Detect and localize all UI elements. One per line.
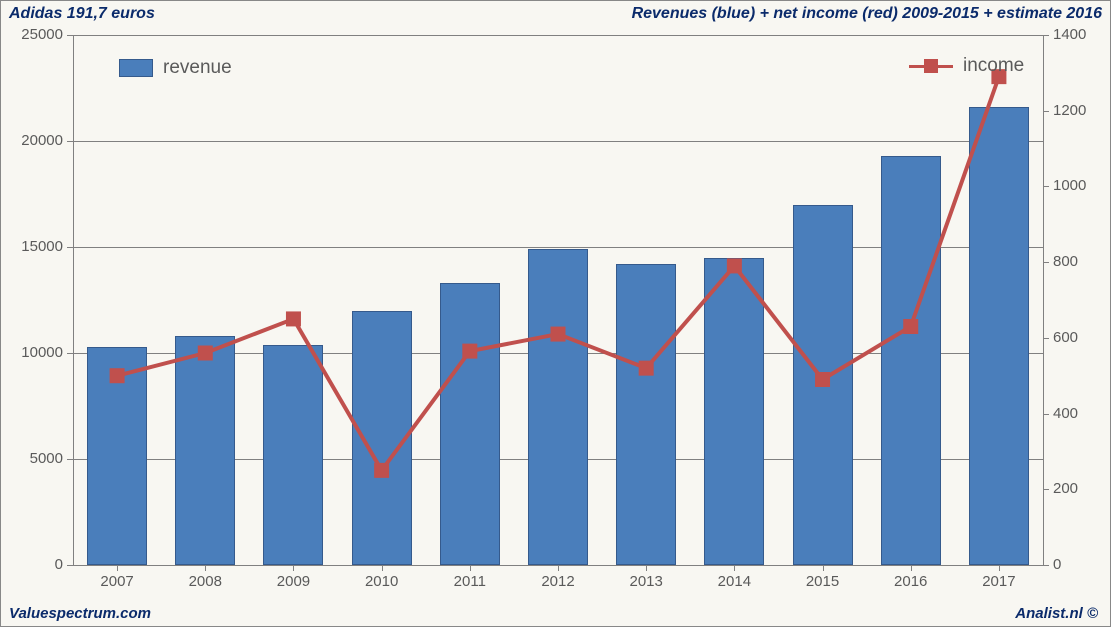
legend-label-income: income xyxy=(963,55,1024,77)
income-marker xyxy=(815,372,830,387)
income-marker xyxy=(110,368,125,383)
income-marker xyxy=(198,346,213,361)
legend-income: income xyxy=(909,55,1024,77)
income-marker xyxy=(639,361,654,376)
income-marker xyxy=(286,311,301,326)
footer-right: Analist.nl © xyxy=(1015,605,1098,622)
footer-left: Valuespectrum.com xyxy=(9,605,151,622)
title-right: Revenues (blue) + net income (red) 2009-… xyxy=(632,5,1102,23)
legend-label-revenue: revenue xyxy=(163,57,232,79)
income-marker xyxy=(727,258,742,273)
income-marker xyxy=(462,344,477,359)
legend-revenue: revenue xyxy=(119,57,232,79)
chart-container: Adidas 191,7 euros Revenues (blue) + net… xyxy=(0,0,1111,627)
income-marker xyxy=(551,327,566,342)
legend-swatch-revenue xyxy=(119,59,153,77)
income-marker xyxy=(374,463,389,478)
line-layer xyxy=(9,27,1102,598)
chart-header: Adidas 191,7 euros Revenues (blue) + net… xyxy=(1,1,1110,27)
income-marker xyxy=(903,319,918,334)
plot-area: 0500010000150002000025000020040060080010… xyxy=(9,27,1102,598)
legend-swatch-income xyxy=(909,56,953,76)
title-left: Adidas 191,7 euros xyxy=(9,5,155,23)
income-line xyxy=(117,77,999,471)
